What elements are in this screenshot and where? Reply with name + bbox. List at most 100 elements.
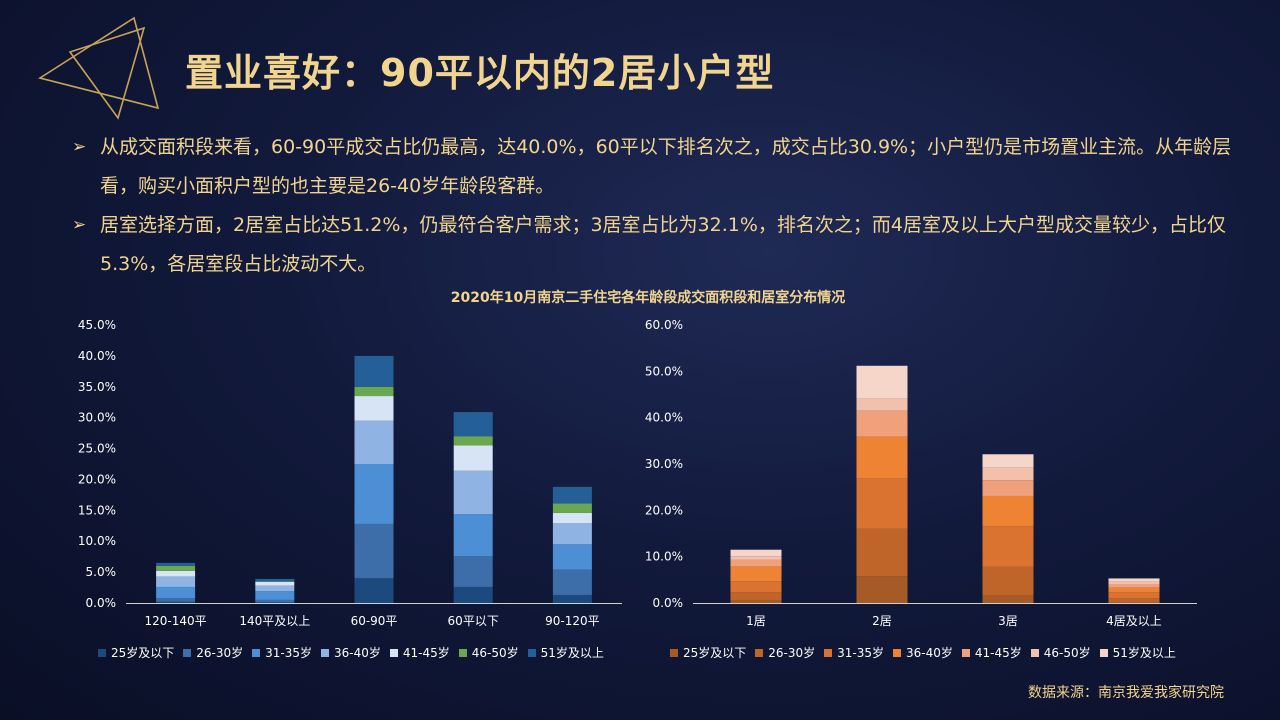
x-category-label: 90-120平 xyxy=(545,614,600,628)
rooms-chart-legend: 25岁及以下 26-30岁 31-35岁 36-40岁 41-45岁 46-50岁 51岁及… xyxy=(670,644,1185,661)
x-category-label: 140平及以上 xyxy=(239,614,310,628)
y-tick-label: 15.0% xyxy=(78,503,116,517)
bar-segment xyxy=(1108,598,1160,603)
area-age-stacked-chart: 0.0% 5.0% 10.0% 15.0% 20.0% 25.0% 30.0% 35.0% 40… xyxy=(78,349,622,628)
bar-segment xyxy=(156,565,196,571)
legend-swatch xyxy=(755,648,764,657)
legend-item: 26-30岁 xyxy=(755,644,815,661)
bullet-rooms: ➢ 居室选择方面，2居室占比达51.2%，仍最符合客户需求；3居室占比为32.1… xyxy=(72,206,1242,284)
legend-item: 36-40岁 xyxy=(893,644,953,661)
bar-segment xyxy=(1108,592,1160,599)
chart-title: 2020年10月南京二手住宅各年龄段成交面积段和居室分布情况 xyxy=(450,290,846,306)
bar-segment xyxy=(1108,587,1160,593)
legend-label: 26-30岁 xyxy=(768,646,816,660)
y-tick-label: 30.0% xyxy=(78,411,116,425)
y-tick-label: 10.0% xyxy=(645,550,683,564)
bar-segment xyxy=(156,570,196,577)
bar-segment xyxy=(255,591,295,600)
bar-segment xyxy=(255,585,295,592)
legend-swatch xyxy=(252,648,261,657)
bar-segment xyxy=(552,503,592,513)
bullet-arrow-icon: ➢ xyxy=(72,137,87,157)
legend-item: 31-35岁 xyxy=(252,644,312,661)
bar-segment xyxy=(354,578,394,603)
y-tick-label: 10.0% xyxy=(78,534,116,548)
legend-label: 36-40岁 xyxy=(334,646,381,660)
legend-swatch xyxy=(824,648,833,657)
legend-swatch xyxy=(183,648,192,657)
bar-segment xyxy=(982,454,1034,468)
bar-segment xyxy=(255,602,295,603)
legend-label: 41-45岁 xyxy=(402,646,450,660)
legend-swatch xyxy=(670,648,678,657)
x-category-label: 60-90平 xyxy=(351,614,398,628)
y-tick-label: 20.0% xyxy=(645,503,683,517)
legend-label: 31-35岁 xyxy=(265,646,313,660)
legend-item: 46-50岁 xyxy=(458,644,519,661)
bar-segment xyxy=(730,600,782,603)
bullet-area: ➢ 从成交面积段来看，60-90平成交占比仍最高，达40.0%，60平以下排名次… xyxy=(72,128,1242,206)
y-tick-label: 25.0% xyxy=(78,442,116,456)
legend-swatch xyxy=(458,648,467,657)
bar-segment xyxy=(156,586,196,599)
legend-item: 26-30岁 xyxy=(183,644,243,661)
legend-swatch xyxy=(321,648,330,657)
bar-segment xyxy=(730,559,782,567)
bar-segment xyxy=(552,594,592,603)
bar-segment xyxy=(255,599,295,603)
bullet-text: 居室选择方面，2居室占比达51.2%，仍最符合客户需求；3居室占比为32.1%，… xyxy=(100,214,1226,275)
legend-item: 41-45岁 xyxy=(961,644,1022,661)
bar-segment xyxy=(255,581,295,586)
bar-segment xyxy=(552,569,592,595)
bar-segment xyxy=(552,544,592,570)
y-tick-label: 40.0% xyxy=(78,349,116,363)
bar-segment xyxy=(730,556,782,560)
legend-label: 31-35岁 xyxy=(837,646,885,660)
bar-segment xyxy=(856,410,908,437)
bar-segment xyxy=(730,566,782,582)
y-tick-label: 50.0% xyxy=(645,364,683,378)
legend-label: 41-45岁 xyxy=(974,646,1022,660)
legend-label: 36-40岁 xyxy=(906,646,953,660)
bar-segment xyxy=(156,598,196,602)
legend-label: 46-50岁 xyxy=(471,646,519,660)
legend-item: 46-50岁 xyxy=(1030,644,1091,661)
bar-segment xyxy=(453,445,493,471)
legend-swatch xyxy=(527,648,536,657)
bar-segment xyxy=(552,523,592,545)
bar-segment xyxy=(982,526,1034,567)
bar-segment xyxy=(453,436,493,446)
x-category-label: 3居 xyxy=(998,614,1018,628)
legend-swatch xyxy=(961,648,970,657)
legend-label: 26-30岁 xyxy=(196,646,244,660)
y-tick-label: 40.0% xyxy=(645,411,683,425)
summary-bullets: ➢ 从成交面积段来看，60-90平成交占比仍最高，达40.0%，60平以下排名次… xyxy=(72,128,1242,284)
bar-segment xyxy=(354,420,394,464)
bar-segment xyxy=(856,365,908,399)
bar-segment xyxy=(453,586,493,603)
legend-label: 51岁及以上 xyxy=(1112,646,1176,660)
legend-swatch xyxy=(98,648,106,657)
bar-segment xyxy=(453,412,493,437)
legend-label: 25岁及以下 xyxy=(111,646,175,660)
bar-segment xyxy=(856,576,908,603)
bar-segment xyxy=(453,470,493,515)
y-tick-label: 30.0% xyxy=(645,457,683,471)
bar-segment xyxy=(453,556,493,587)
legend-item: 25岁及以下 xyxy=(98,644,174,661)
legend-item: 31-35岁 xyxy=(824,644,884,661)
y-tick-label: 20.0% xyxy=(78,472,116,486)
bar-segment xyxy=(856,528,908,577)
bar-segment xyxy=(856,398,908,411)
legend-label: 51岁及以上 xyxy=(540,646,604,660)
legend-swatch xyxy=(1030,648,1039,657)
bar-segment xyxy=(982,467,1034,481)
logo-outline-icon xyxy=(38,16,160,120)
bar-segment xyxy=(453,514,493,557)
legend-item: 25岁及以下 xyxy=(670,644,746,661)
data-source: 数据来源：南京我爱我家研究院 xyxy=(1028,685,1224,701)
x-category-label: 120-140平 xyxy=(145,614,207,628)
legend-label: 46-50岁 xyxy=(1043,646,1091,660)
legend-swatch xyxy=(1099,648,1108,657)
